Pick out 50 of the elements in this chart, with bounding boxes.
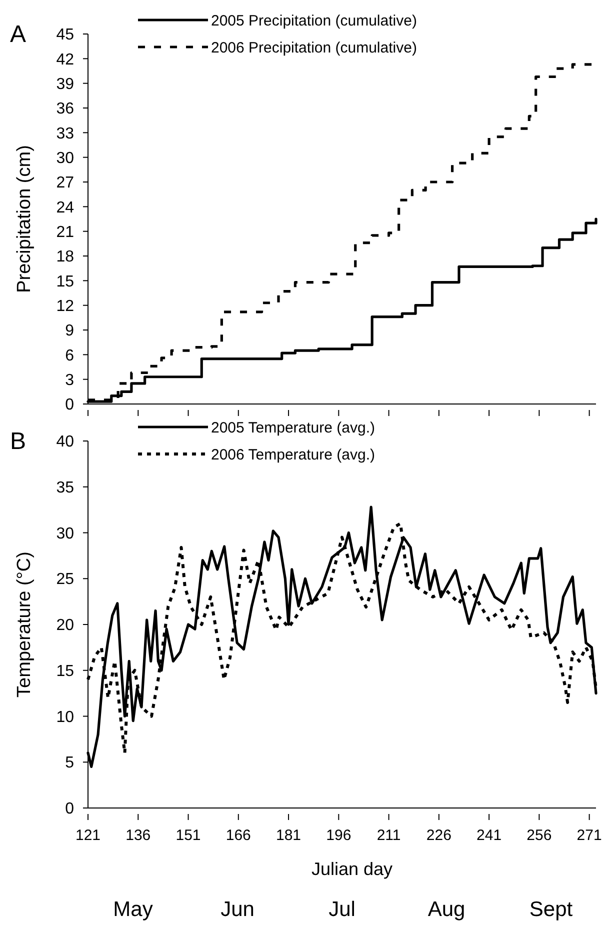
y-axis-title: Precipitation (cm) (14, 145, 35, 293)
x-tick-label: 196 (326, 827, 352, 844)
y-tick-label: 6 (65, 347, 74, 364)
y-tick-label: 3 (65, 372, 74, 389)
x-tick-label: 271 (576, 827, 602, 844)
x-axis-title: Julian day (311, 859, 393, 879)
y-tick-label: 21 (56, 224, 74, 241)
y-tick-label: 20 (56, 617, 74, 634)
y-tick-label: 40 (56, 434, 74, 451)
x-tick-label: 241 (476, 827, 502, 844)
y-tick-label: 27 (56, 174, 74, 192)
y-tick-label: 30 (56, 525, 74, 542)
legend-label: 2006 Precipitation (cumulative) (211, 39, 417, 56)
text: Jul (328, 898, 356, 921)
y-tick-label: 0 (65, 396, 74, 414)
x-tick-label: 151 (176, 827, 201, 844)
y-tick-label: 5 (65, 754, 74, 772)
y-tick-label: 45 (56, 26, 74, 44)
y-tick-label: 0 (65, 800, 74, 818)
y-tick-label: 10 (56, 708, 74, 726)
legend-label: 2005 Temperature (avg.) (211, 419, 375, 436)
y-tick-label: 33 (56, 125, 74, 142)
y-tick-label: 25 (56, 571, 74, 588)
text: Sept (529, 898, 573, 921)
chart-title: A (10, 21, 26, 48)
y-tick-label: 24 (56, 199, 74, 216)
x-tick-label: 181 (276, 827, 302, 844)
y-tick-label: 9 (65, 322, 74, 340)
text: Aug (428, 898, 466, 921)
x-tick-label: 121 (75, 827, 101, 844)
text: May (113, 898, 154, 921)
y-tick-label: 42 (56, 51, 74, 68)
x-tick-label: 211 (376, 827, 401, 844)
y-tick-label: 36 (56, 100, 74, 118)
chart-title: B (10, 428, 26, 455)
y-tick-label: 15 (56, 273, 74, 290)
x-tick-label: 136 (126, 827, 151, 844)
y-tick-label: 35 (56, 479, 74, 496)
legend-label: 2005 Precipitation (cumulative) (211, 12, 417, 30)
y-tick-label: 18 (56, 248, 74, 266)
y-tick-label: 39 (56, 76, 74, 93)
x-tick-label: 166 (226, 827, 251, 844)
x-tick-label: 226 (426, 827, 452, 844)
legend-label: 2006 Temperature (avg.) (211, 446, 375, 464)
y-tick-label: 12 (56, 298, 74, 315)
text: Jun (220, 898, 254, 921)
y-tick-label: 30 (56, 150, 74, 167)
y-axis-title: Temperature (°C) (14, 552, 35, 698)
x-tick-label: 256 (526, 827, 552, 844)
y-tick-label: 15 (56, 662, 74, 680)
